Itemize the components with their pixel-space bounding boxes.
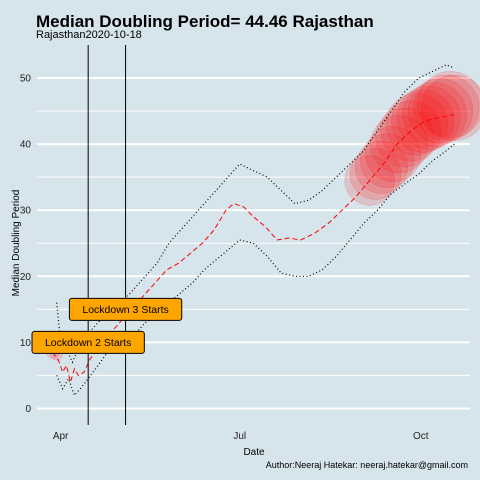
y-tick-label: 40 xyxy=(20,140,32,151)
chart-caption: Author:Neeraj Hatekar: neeraj.hatekar@gm… xyxy=(266,460,468,470)
bubble-point xyxy=(407,78,474,144)
lockdown-lines xyxy=(87,45,127,425)
annotation-label: Lockdown 3 Starts xyxy=(82,304,168,316)
annotation-box xyxy=(68,297,183,321)
bubble-series xyxy=(46,71,480,361)
lower-band-line xyxy=(56,143,455,397)
bubble-point xyxy=(402,82,467,147)
chart-subtitle: Rajasthan2020-10-18 xyxy=(36,29,142,41)
bubble-point xyxy=(370,115,429,174)
bubble-point xyxy=(416,71,480,138)
bubble-point xyxy=(354,140,408,194)
y-tick-label: 0 xyxy=(25,404,31,415)
bubble-point xyxy=(360,133,415,188)
y-tick-label: 20 xyxy=(20,272,32,283)
bubble-point xyxy=(375,107,435,168)
x-axis-title: Date xyxy=(243,447,265,458)
y-tick-labels: 0 10 20 30 40 50 xyxy=(20,74,32,415)
chart-title: Median Doubling Period= 44.46 Rajasthan xyxy=(36,12,374,31)
bubble-point xyxy=(413,74,480,141)
x-tick-label: Apr xyxy=(53,431,69,442)
y-tick-label: 10 xyxy=(20,338,32,349)
line-series xyxy=(52,64,455,397)
bubble-point xyxy=(349,148,402,200)
annotation-box xyxy=(31,330,145,354)
bubble-point xyxy=(396,85,461,150)
y-tick-label: 50 xyxy=(20,74,32,85)
y-axis-title: Median Doubling Period xyxy=(11,190,22,297)
x-tick-label: Oct xyxy=(413,431,429,442)
annotation-label: Lockdown 2 Starts xyxy=(45,337,131,349)
bubble-point xyxy=(380,100,442,162)
x-tick-label: Jul xyxy=(233,431,246,442)
lockdown-annotation: Lockdown 3 Starts xyxy=(68,297,183,321)
lockdown-annotation: Lockdown 2 Starts xyxy=(31,330,145,354)
y-tick-label: 30 xyxy=(20,206,32,217)
bubble-point xyxy=(391,89,455,153)
bubble-point xyxy=(421,74,480,141)
x-tick-labels: Apr Jul Oct xyxy=(53,431,429,442)
bubble-point xyxy=(365,126,422,183)
lockdown-annotations: Lockdown 2 Starts Lockdown 3 Starts xyxy=(31,297,183,354)
